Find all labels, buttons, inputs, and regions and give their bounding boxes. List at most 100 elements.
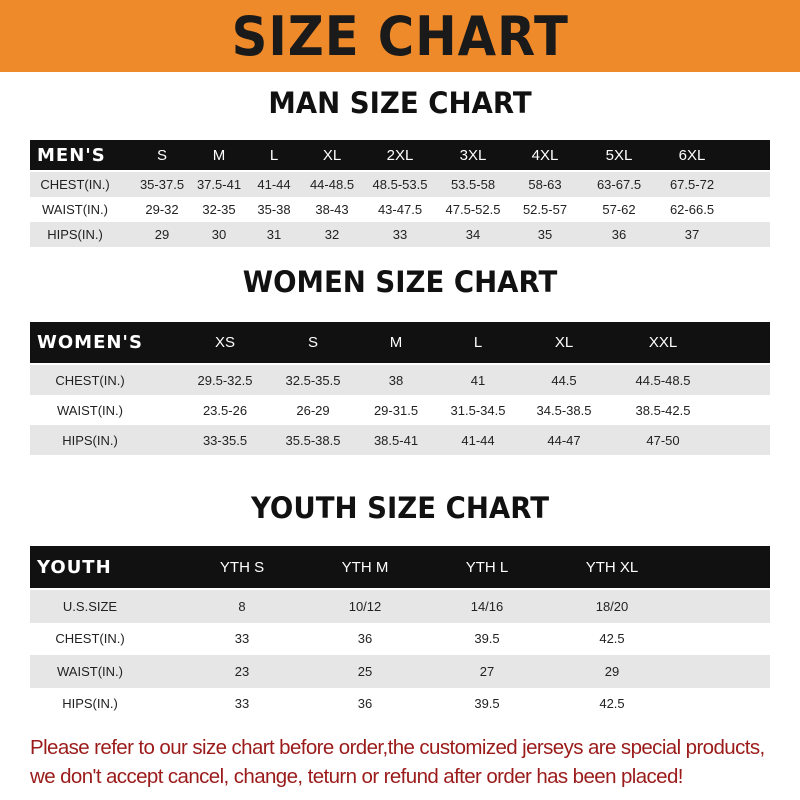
size-header: 2XL: [386, 146, 414, 164]
table-cell: 35: [537, 227, 553, 242]
row-label: HIPS(IN.): [62, 432, 118, 448]
table-row: HIPS(IN.) 29 30 31 32 33 34 35 36 37: [30, 222, 770, 247]
table-cell: 18/20: [595, 598, 629, 614]
row-label: HIPS(IN.): [47, 227, 103, 242]
size-header: L: [473, 334, 483, 351]
men-size-chart-title: MAN SIZE CHART: [268, 86, 532, 120]
table-cell: 29-32: [145, 202, 179, 217]
table-cell: 44.5-48.5: [635, 372, 691, 388]
table-cell: 31.5-34.5: [450, 402, 506, 418]
table-header-row: YOUTH YTH S YTH M YTH L YTH XL: [30, 546, 770, 588]
note-line-1: Please refer to our size chart before or…: [30, 736, 765, 759]
table-cell: 35-37.5: [139, 177, 185, 192]
table-cell: 33-35.5: [202, 432, 248, 448]
table-cell: 62-66.5: [669, 202, 715, 217]
size-header: M: [389, 334, 403, 351]
table-cell: 52.5-57: [522, 202, 568, 217]
row-label: WAIST(IN.): [42, 202, 108, 217]
table-row: HIPS(IN.) 33 36 39.5 42.5: [30, 687, 770, 720]
table-cell: 33: [234, 696, 250, 712]
table-cell: 58-63: [528, 177, 562, 192]
size-header: 6XL: [678, 146, 706, 164]
table-cell: 39.5: [474, 696, 500, 712]
youth-size-chart-title: YOUTH SIZE CHART: [250, 491, 550, 525]
row-label: WAIST(IN.): [57, 402, 123, 418]
size-header: YTH XL: [585, 558, 639, 576]
table-cell: 44-48.5: [309, 177, 355, 192]
table-cell: 41-44: [257, 177, 291, 192]
table-cell: 33: [234, 631, 250, 647]
table-cell: 27: [479, 663, 495, 679]
table-cell: 38.5-42.5: [635, 402, 691, 418]
table-cell: 41-44: [461, 432, 495, 448]
women-size-chart-title: WOMEN SIZE CHART: [242, 265, 558, 299]
table-cell: 41: [470, 372, 486, 388]
table-cell: 34.5-38.5: [536, 402, 592, 418]
table-cell: 39.5: [474, 631, 500, 647]
table-cell: 63-67.5: [596, 177, 642, 192]
table-header-row: MEN'S S M L XL 2XL 3XL 4XL 5XL 6XL: [30, 140, 770, 170]
table-cell: 8: [238, 598, 246, 614]
table-cell: 32-35: [202, 202, 236, 217]
table-cell: 37: [684, 227, 700, 242]
table-header-label: YOUTH: [37, 556, 112, 578]
table-cell: 67.5-72: [669, 177, 715, 192]
table-cell: 57-62: [602, 202, 636, 217]
note-line-2: we don't accept cancel, change, teturn o…: [30, 765, 683, 788]
table-cell: 44.5: [551, 372, 577, 388]
table-cell: 29: [154, 227, 170, 242]
table-cell: 42.5: [599, 696, 625, 712]
table-header-row: WOMEN'S XS S M L XL XXL: [30, 322, 770, 363]
table-cell: 30: [211, 227, 227, 242]
table-cell: 34: [465, 227, 481, 242]
table-cell: 29.5-32.5: [197, 372, 253, 388]
table-cell: 43-47.5: [377, 202, 423, 217]
table-row: WAIST(IN.) 23 25 27 29: [30, 655, 770, 688]
size-header: XXL: [648, 334, 678, 351]
table-header-label: MEN'S: [37, 144, 106, 166]
table-cell: 14/16: [470, 598, 504, 614]
table-cell: 36: [357, 696, 373, 712]
size-header: YTH M: [341, 558, 389, 576]
size-header: 4XL: [531, 146, 559, 164]
table-row: CHEST(IN.) 29.5-32.5 32.5-35.5 38 41 44.5 44.5…: [30, 365, 770, 395]
table-row: WAIST(IN.) 29-32 32-35 35-38 38-43 43-47.5 47.…: [30, 197, 770, 222]
size-header: S: [156, 146, 168, 164]
table-cell: 35.5-38.5: [285, 432, 341, 448]
table-cell: 29-31.5: [373, 402, 419, 418]
row-label: WAIST(IN.): [57, 663, 123, 679]
size-header: XL: [554, 334, 574, 351]
size-header: XL: [322, 146, 342, 164]
table-row: WAIST(IN.) 23.5-26 26-29 29-31.5 31.5-34.5 34…: [30, 395, 770, 425]
table-cell: 10/12: [348, 598, 382, 614]
table-cell: 35-38: [257, 202, 291, 217]
table-cell: 23.5-26: [202, 402, 248, 418]
table-cell: 47.5-52.5: [445, 202, 501, 217]
table-cell: 31: [266, 227, 282, 242]
page-title: SIZE CHART: [231, 4, 569, 68]
size-header: XS: [214, 334, 236, 351]
table-cell: 38.5-41: [373, 432, 419, 448]
table-cell: 37.5-41: [196, 177, 242, 192]
table-cell: 38-43: [315, 202, 349, 217]
banner: SIZE CHART: [0, 0, 800, 72]
table-cell: 42.5: [599, 631, 625, 647]
table-cell: 47-50: [646, 432, 680, 448]
size-header: L: [269, 146, 279, 164]
table-cell: 25: [357, 663, 373, 679]
size-header: S: [307, 334, 319, 351]
table-row: CHEST(IN.) 35-37.5 37.5-41 41-44 44-48.5 48.5…: [30, 172, 770, 197]
table-cell: 26-29: [296, 402, 330, 418]
row-label: U.S.SIZE: [62, 598, 118, 614]
size-header: M: [212, 146, 226, 164]
size-header: YTH L: [465, 558, 509, 576]
table-cell: 53.5-58: [450, 177, 496, 192]
table-row: HIPS(IN.) 33-35.5 35.5-38.5 38.5-41 41-44 44-…: [30, 425, 770, 455]
table-cell: 36: [357, 631, 373, 647]
size-header: YTH S: [219, 558, 265, 576]
row-label: CHEST(IN.): [40, 177, 110, 192]
table-cell: 48.5-53.5: [372, 177, 428, 192]
table-cell: 32: [324, 227, 340, 242]
table-cell: 23: [234, 663, 250, 679]
table-cell: 33: [392, 227, 408, 242]
